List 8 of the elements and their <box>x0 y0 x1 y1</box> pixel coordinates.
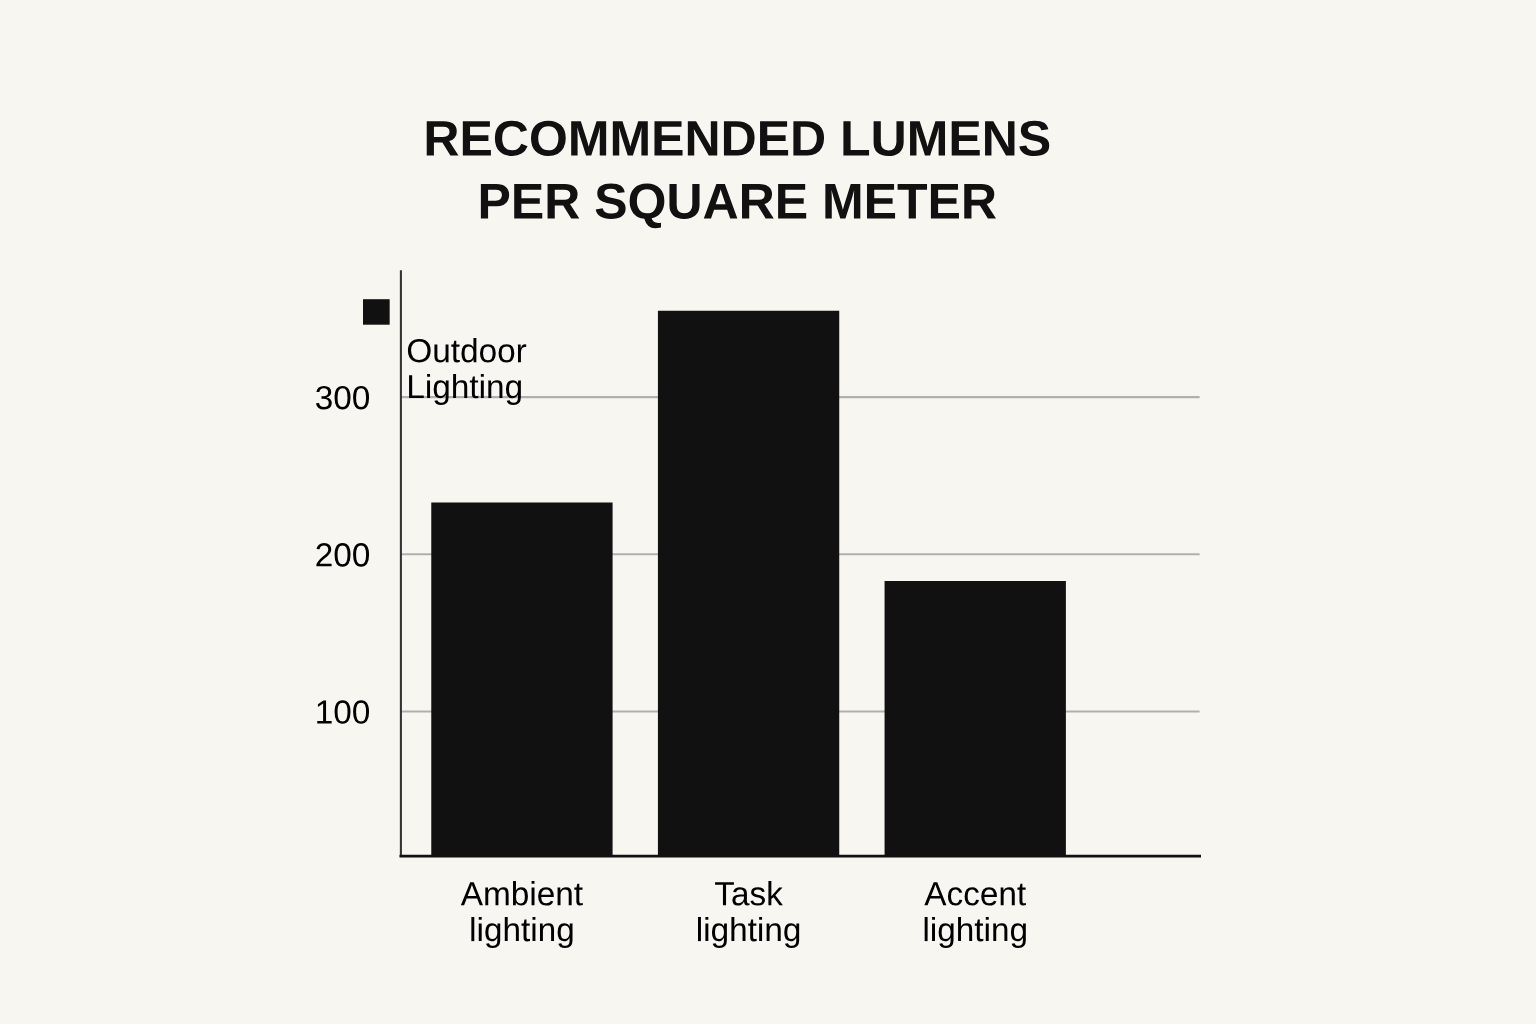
x-tick-label: Ambient lighting <box>460 881 583 949</box>
y-tick-label: 300 <box>316 385 370 410</box>
x-tick-label: Accent lighting <box>924 882 1026 949</box>
y-tick-label: 100 <box>317 700 370 724</box>
legend-label: Outdoor Lighting <box>407 338 527 406</box>
chart-title: RECOMMENDED LUMENS PER SQUARE METER <box>426 120 1050 229</box>
y-tick-label: 200 <box>316 543 370 567</box>
x-tick-label: Task lighting <box>698 881 800 949</box>
